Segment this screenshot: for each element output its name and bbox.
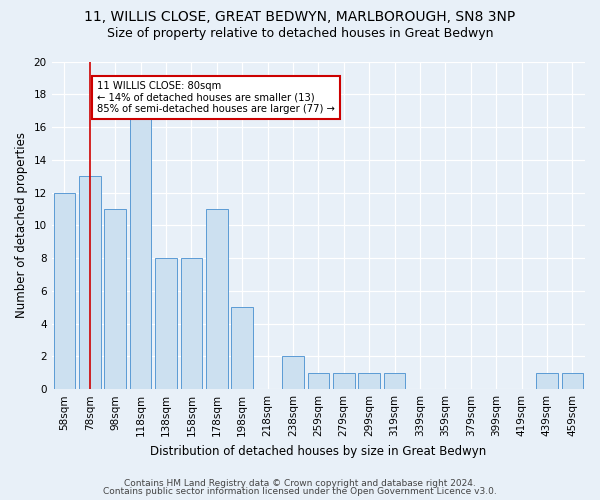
Bar (53, 192, 75, 389)
Bar (358, 373, 380, 389)
Bar (282, 356, 304, 389)
Text: Size of property relative to detached houses in Great Bedwyn: Size of property relative to detached ho… (107, 28, 493, 40)
Text: 11 WILLIS CLOSE: 80sqm
← 14% of detached houses are smaller (13)
85% of semi-det: 11 WILLIS CLOSE: 80sqm ← 14% of detached… (97, 81, 335, 114)
Text: Contains public sector information licensed under the Open Government Licence v3: Contains public sector information licen… (103, 487, 497, 496)
Bar (333, 373, 355, 389)
Bar (384, 373, 406, 389)
Bar (232, 308, 253, 389)
Bar (155, 258, 177, 389)
Bar (308, 373, 329, 389)
Bar (536, 373, 557, 389)
Text: 11, WILLIS CLOSE, GREAT BEDWYN, MARLBOROUGH, SN8 3NP: 11, WILLIS CLOSE, GREAT BEDWYN, MARLBORO… (85, 10, 515, 24)
Bar (130, 110, 151, 389)
Y-axis label: Number of detached properties: Number of detached properties (15, 132, 28, 318)
Bar (206, 209, 227, 389)
Bar (562, 373, 583, 389)
Bar (181, 258, 202, 389)
Text: Contains HM Land Registry data © Crown copyright and database right 2024.: Contains HM Land Registry data © Crown c… (124, 478, 476, 488)
X-axis label: Distribution of detached houses by size in Great Bedwyn: Distribution of detached houses by size … (150, 444, 487, 458)
Bar (104, 209, 126, 389)
Bar (79, 176, 101, 389)
